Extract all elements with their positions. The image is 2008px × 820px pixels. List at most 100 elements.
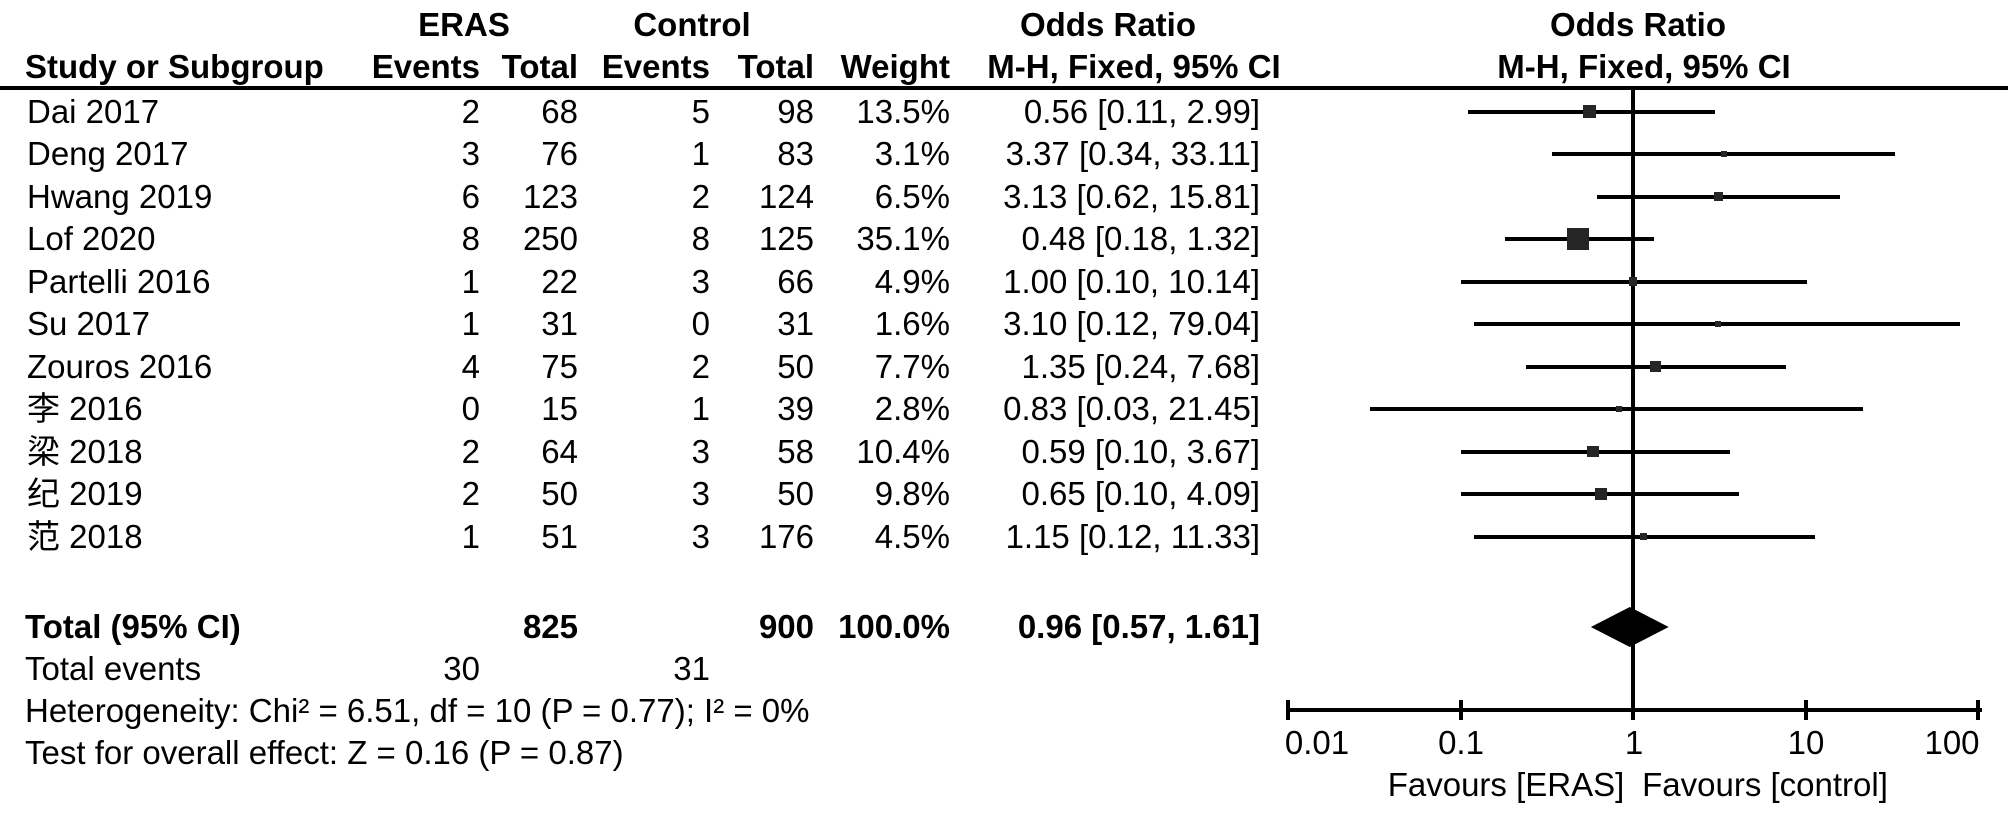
x-axis-line	[1288, 708, 1982, 712]
effect-square	[1615, 405, 1623, 413]
eras-total-cell: 250	[522, 220, 578, 257]
column-header-eras-total: Total	[501, 48, 578, 85]
total-row-weight: 100.0%	[838, 608, 950, 645]
or-ci-cell: 3.10 [0.12, 79.04]	[1003, 305, 1260, 342]
weight-cell: 1.6%	[874, 305, 950, 342]
control-events-cell: 3	[691, 517, 710, 555]
total-row-control-total: 900	[758, 608, 814, 645]
axis-tick-label: 100	[1924, 724, 1980, 761]
study-name: 梁 2018	[27, 432, 143, 470]
control-events-cell: 2	[691, 177, 710, 215]
control-events-cell: 3	[691, 432, 710, 470]
axis-tick	[1458, 700, 1463, 720]
control-total-cell: 66	[777, 262, 814, 300]
control-events-cell: 1	[691, 135, 710, 172]
study-name: Dai 2017	[27, 92, 160, 130]
total-events-label: Total events	[25, 650, 202, 687]
column-header-weight: Weight	[840, 48, 950, 85]
overall-effect-stats: Test for overall effect: Z = 0.16 (P = 0…	[25, 734, 624, 771]
or-ci-cell: 0.65 [0.10, 4.09]	[1021, 475, 1260, 512]
eras-events-cell: 0	[461, 390, 480, 427]
study-name: Lof 2020	[27, 220, 156, 257]
favours-control-label: Favours [control]	[1642, 766, 1888, 803]
effect-square	[1639, 532, 1648, 541]
weight-cell: 10.4%	[856, 432, 950, 470]
eras-events-cell: 8	[461, 220, 480, 257]
column-header-control-events: Events	[601, 48, 710, 85]
eras-events-cell: 4	[461, 347, 480, 385]
axis-tick	[1803, 700, 1808, 720]
column-header-control-total: Total	[737, 48, 814, 85]
control-events-cell: 8	[691, 220, 710, 257]
total-row-or-ci: 0.96 [0.57, 1.61]	[1017, 608, 1260, 645]
weight-cell: 2.8%	[874, 390, 950, 427]
eras-total-cell: 51	[541, 517, 578, 555]
or-ci-cell: 3.13 [0.62, 15.81]	[1003, 177, 1260, 215]
control-total-cell: 31	[777, 305, 814, 342]
eras-total-cell: 31	[541, 305, 578, 342]
eras-events-cell: 2	[461, 475, 480, 512]
axis-tick-label: 10	[1787, 724, 1825, 761]
control-total-cell: 39	[777, 390, 814, 427]
eras-total-cell: 50	[541, 475, 578, 512]
study-name: Hwang 2019	[27, 177, 213, 215]
weight-cell: 3.1%	[874, 135, 950, 172]
control-total-cell: 125	[758, 220, 814, 257]
column-header-eras-events: Events	[371, 48, 480, 85]
effect-square	[1594, 488, 1607, 500]
control-events-cell: 1	[691, 390, 710, 427]
eras-total-cell: 75	[541, 347, 578, 385]
effect-square	[1720, 150, 1728, 158]
weight-cell: 7.7%	[874, 347, 950, 385]
favours-eras-label: Favours [ERAS]	[1387, 766, 1625, 803]
control-total-cell: 176	[758, 517, 814, 555]
or-ci-cell: 3.37 [0.34, 33.11]	[1005, 135, 1260, 172]
eras-events-cell: 6	[461, 177, 480, 215]
axis-tick	[1631, 700, 1635, 720]
control-total-cell: 83	[777, 135, 814, 172]
control-events-cell: 3	[691, 262, 710, 300]
total-events-control: 31	[673, 650, 710, 687]
control-total-cell: 50	[777, 347, 814, 385]
column-header-study: Study or Subgroup	[25, 48, 324, 85]
study-name: 纪 2019	[27, 475, 143, 512]
null-effect-line	[1631, 90, 1635, 710]
axis-tick-label: 0.01	[1284, 724, 1350, 761]
eras-total-cell: 22	[541, 262, 578, 300]
total-events-eras: 30	[443, 650, 480, 687]
effect-square	[1587, 445, 1600, 458]
eras-events-cell: 2	[461, 432, 480, 470]
effect-square	[1650, 361, 1661, 372]
axis-tick-label: 1	[1624, 724, 1644, 761]
or-ci-cell: 1.35 [0.24, 7.68]	[1021, 347, 1260, 385]
axis-tick	[1976, 700, 1980, 720]
study-name: Partelli 2016	[27, 262, 211, 300]
eras-total-cell: 15	[541, 390, 578, 427]
or-ci-cell: 0.56 [0.11, 2.99]	[1023, 92, 1260, 130]
eras-events-cell: 2	[461, 92, 480, 130]
study-name: 范 2018	[27, 517, 143, 555]
column-header-mh-fixed-ci-plot: M-H, Fixed, 95% CI	[1497, 48, 1791, 85]
axis-tick-label: 0.1	[1438, 724, 1484, 761]
weight-cell: 4.9%	[874, 262, 950, 300]
control-events-cell: 3	[691, 475, 710, 512]
eras-events-cell: 1	[461, 517, 480, 555]
weight-cell: 35.1%	[856, 220, 950, 257]
control-total-cell: 98	[777, 92, 814, 130]
study-name: Su 2017	[27, 305, 150, 342]
study-name: Deng 2017	[27, 135, 189, 172]
group-header-eras: ERAS	[418, 6, 510, 43]
eras-total-cell: 76	[541, 135, 578, 172]
control-events-cell: 0	[691, 305, 710, 342]
total-row-eras-total: 825	[522, 608, 578, 645]
control-events-cell: 2	[691, 347, 710, 385]
weight-cell: 4.5%	[874, 517, 950, 555]
control-total-cell: 50	[777, 475, 814, 512]
weight-cell: 9.8%	[874, 475, 950, 512]
eras-events-cell: 1	[461, 305, 480, 342]
control-total-cell: 58	[777, 432, 814, 470]
study-name: Zouros 2016	[27, 347, 213, 385]
eras-events-cell: 1	[461, 262, 480, 300]
effect-square	[1714, 321, 1721, 327]
header-divider-line	[0, 86, 2008, 90]
